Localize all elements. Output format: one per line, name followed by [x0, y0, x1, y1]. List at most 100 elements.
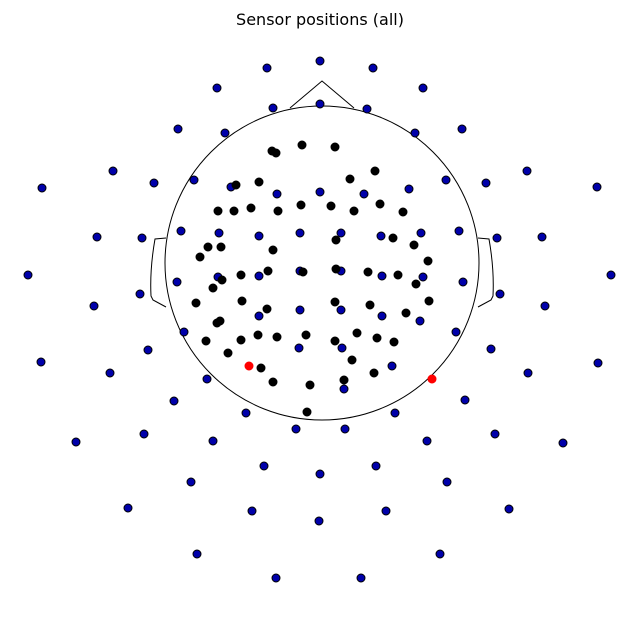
- blue-sensor-marker: [291, 424, 301, 434]
- black-sensor-marker: [347, 355, 357, 365]
- black-sensor-marker: [268, 245, 278, 255]
- blue-sensor-marker: [537, 232, 547, 242]
- blue-sensor-marker: [492, 233, 502, 243]
- black-sensor-marker: [208, 283, 218, 293]
- blue-sensor-marker: [295, 228, 305, 238]
- black-sensor-marker: [398, 207, 408, 217]
- blue-sensor-marker: [387, 361, 397, 371]
- blue-sensor-marker: [172, 277, 182, 287]
- blue-sensor-marker: [176, 226, 186, 236]
- blue-sensor-marker: [314, 516, 324, 526]
- blue-sensor-marker: [247, 506, 257, 516]
- blue-sensor-marker: [377, 271, 387, 281]
- black-sensor-marker: [195, 252, 205, 262]
- blue-sensor-marker: [139, 429, 149, 439]
- blue-sensor-marker: [410, 128, 420, 138]
- nose-outline: [289, 80, 355, 109]
- black-sensor-marker: [301, 330, 311, 340]
- blue-sensor-marker: [37, 183, 47, 193]
- blue-sensor-marker: [359, 189, 369, 199]
- black-sensor-marker: [352, 328, 362, 338]
- blue-sensor-marker: [105, 368, 115, 378]
- black-sensor-marker: [330, 336, 340, 346]
- black-sensor-marker: [229, 206, 239, 216]
- black-sensor-marker: [273, 206, 283, 216]
- blue-sensor-marker: [89, 301, 99, 311]
- black-sensor-marker: [411, 279, 421, 289]
- blue-sensor-marker: [486, 344, 496, 354]
- black-sensor-marker: [268, 377, 278, 387]
- blue-sensor-marker: [108, 166, 118, 176]
- blue-sensor-marker: [381, 506, 391, 516]
- blue-sensor-marker: [376, 231, 386, 241]
- blue-sensor-marker: [186, 477, 196, 487]
- blue-sensor-marker: [404, 184, 414, 194]
- black-sensor-marker: [369, 368, 379, 378]
- head-outline: [150, 80, 494, 421]
- blue-sensor-marker: [208, 436, 218, 446]
- blue-sensor-marker: [123, 503, 133, 513]
- blue-sensor-marker: [268, 103, 278, 113]
- blue-sensor-marker: [377, 311, 387, 321]
- blue-sensor-marker: [592, 182, 602, 192]
- blue-sensor-marker: [254, 231, 264, 241]
- blue-sensor-marker: [523, 368, 533, 378]
- blue-sensor-marker: [435, 549, 445, 559]
- blue-sensor-marker: [295, 305, 305, 315]
- black-sensor-marker: [263, 266, 273, 276]
- blue-sensor-marker: [294, 343, 304, 353]
- blue-sensor-marker: [337, 343, 347, 353]
- black-sensor-marker: [253, 330, 263, 340]
- black-sensor-marker: [254, 177, 264, 187]
- black-sensor-marker: [212, 318, 222, 328]
- black-sensor-marker: [349, 206, 359, 216]
- black-sensor-marker: [236, 335, 246, 345]
- blue-sensor-marker: [368, 63, 378, 73]
- black-sensor-marker: [370, 166, 380, 176]
- blue-sensor-marker: [415, 316, 425, 326]
- blue-sensor-marker: [149, 178, 159, 188]
- black-sensor-marker: [393, 270, 403, 280]
- black-sensor-marker: [375, 199, 385, 209]
- blue-sensor-marker: [71, 437, 81, 447]
- black-sensor-marker: [424, 296, 434, 306]
- blue-sensor-marker: [558, 438, 568, 448]
- black-sensor-marker: [246, 203, 256, 213]
- blue-sensor-marker: [356, 573, 366, 583]
- black-sensor-marker: [297, 140, 307, 150]
- blue-sensor-marker: [336, 228, 346, 238]
- left-ear-outline: [150, 237, 167, 308]
- blue-sensor-marker: [441, 175, 451, 185]
- blue-sensor-marker: [371, 461, 381, 471]
- black-sensor-marker: [217, 275, 227, 285]
- blue-sensor-marker: [220, 128, 230, 138]
- blue-sensor-marker: [92, 232, 102, 242]
- black-sensor-marker: [203, 242, 213, 252]
- blue-sensor-marker: [606, 270, 616, 280]
- black-sensor-marker: [271, 148, 281, 158]
- blue-sensor-marker: [490, 429, 500, 439]
- blue-sensor-marker: [23, 270, 33, 280]
- red-sensor-marker: [427, 374, 437, 384]
- black-sensor-marker: [272, 332, 282, 342]
- black-sensor-marker: [330, 142, 340, 152]
- black-sensor-marker: [339, 375, 349, 385]
- black-sensor-marker: [256, 363, 266, 373]
- black-sensor-marker: [423, 256, 433, 266]
- red-sensor-marker: [244, 361, 254, 371]
- blue-sensor-marker: [202, 374, 212, 384]
- chart-title: Sensor positions (all): [236, 10, 404, 29]
- blue-sensor-marker: [495, 289, 505, 299]
- blue-sensor-marker: [169, 396, 179, 406]
- blue-sensor-marker: [504, 504, 514, 514]
- black-sensor-marker: [409, 240, 419, 250]
- blue-sensor-marker: [192, 549, 202, 559]
- blue-sensor-marker: [442, 477, 452, 487]
- blue-sensor-marker: [241, 408, 251, 418]
- blue-sensor-marker: [522, 166, 532, 176]
- blue-sensor-marker: [451, 327, 461, 337]
- black-sensor-marker: [262, 304, 272, 314]
- blue-sensor-marker: [458, 277, 468, 287]
- blue-sensor-marker: [454, 226, 464, 236]
